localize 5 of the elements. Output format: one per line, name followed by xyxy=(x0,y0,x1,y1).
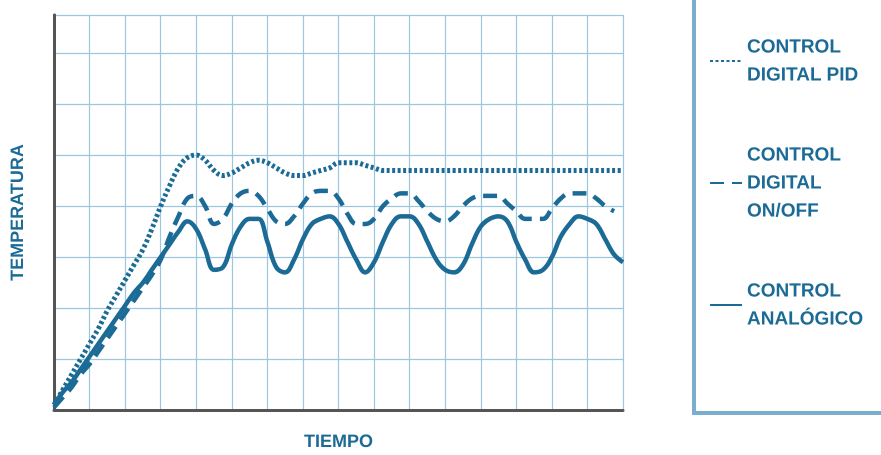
y-axis-title: TEMPERATURA xyxy=(7,144,27,281)
legend-label: CONTROL DIGITAL PID xyxy=(747,36,858,86)
legend-label: CONTROL ANALÓGICO xyxy=(747,280,864,330)
legend-label: CONTROL DIGITAL ON/OFF xyxy=(747,144,842,222)
x-axis-title: TIEMPO xyxy=(304,431,374,451)
